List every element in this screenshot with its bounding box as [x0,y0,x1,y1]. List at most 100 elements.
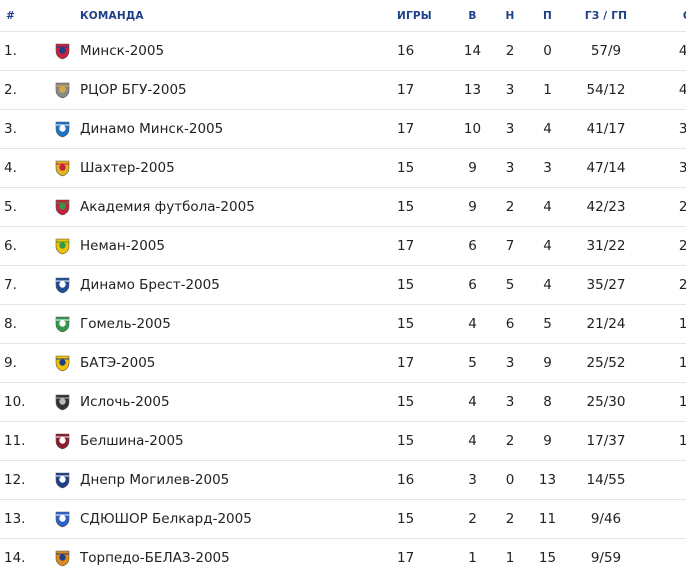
torpedo-belaz-crest-icon[interactable] [54,549,71,567]
row-losses: 1 [527,71,568,110]
row-points: 30 [644,149,686,188]
row-goals: 42/23 [568,188,644,227]
row-losses: 15 [527,539,568,577]
row-position: 11. [0,422,54,461]
header-team[interactable]: КОМАНДА [80,0,397,32]
neman-crest-icon[interactable] [54,237,71,255]
row-games: 17 [397,539,452,577]
rcor-bgu-crest-icon[interactable] [54,81,71,99]
row-wins: 14 [452,32,493,71]
row-points: 14 [644,422,686,461]
bate-crest-icon[interactable] [54,354,71,372]
row-goals: 47/14 [568,149,644,188]
header-wins[interactable]: В [452,0,493,32]
row-goals: 31/22 [568,227,644,266]
dinamo-brest-crest-icon[interactable] [54,276,71,294]
row-goals: 25/52 [568,344,644,383]
header-goals[interactable]: ГЗ / ГП [568,0,644,32]
header-position[interactable]: # [0,0,54,32]
isloch-crest-icon[interactable] [54,393,71,411]
row-games: 15 [397,188,452,227]
row-games: 17 [397,71,452,110]
belkard-crest-icon[interactable] [54,510,71,528]
row-points: 8 [644,500,686,539]
row-goals: 35/27 [568,266,644,305]
shakhter-crest-icon[interactable] [54,159,71,177]
row-wins: 10 [452,110,493,149]
team-name-link[interactable]: Динамо Минск-2005 [80,121,223,137]
row-position: 3. [0,110,54,149]
row-points: 9 [644,461,686,500]
team-name-link[interactable]: Минск-2005 [80,43,164,59]
row-points: 29 [644,188,686,227]
dinamo-minsk-crest-icon[interactable] [54,120,71,138]
gomel-crest-icon[interactable] [54,315,71,333]
header-draws[interactable]: Н [493,0,527,32]
team-name-link[interactable]: БАТЭ-2005 [80,355,155,371]
row-losses: 13 [527,461,568,500]
row-goals: 21/24 [568,305,644,344]
row-goals: 9/59 [568,539,644,577]
row-draws: 6 [493,305,527,344]
row-position: 2. [0,71,54,110]
row-position: 7. [0,266,54,305]
team-name-link[interactable]: Шахтер-2005 [80,160,175,176]
row-wins: 9 [452,149,493,188]
row-points: 44 [644,32,686,71]
row-goals: 41/17 [568,110,644,149]
row-wins: 5 [452,344,493,383]
belshina-crest-icon[interactable] [54,432,71,450]
row-draws: 2 [493,188,527,227]
header-points[interactable]: О [644,0,686,32]
team-name-link[interactable]: Днепр Могилев-2005 [80,472,229,488]
row-games: 15 [397,149,452,188]
dnepr-crest-icon[interactable] [54,471,71,489]
row-position: 8. [0,305,54,344]
row-draws: 7 [493,227,527,266]
row-wins: 6 [452,227,493,266]
row-points: 42 [644,71,686,110]
team-name-link[interactable]: Неман-2005 [80,238,165,254]
row-draws: 3 [493,383,527,422]
header-games[interactable]: ИГРЫ [397,0,452,32]
row-losses: 4 [527,227,568,266]
row-draws: 2 [493,422,527,461]
team-name-link[interactable]: Ислочь-2005 [80,394,170,410]
row-losses: 4 [527,110,568,149]
row-losses: 0 [527,32,568,71]
team-name-link[interactable]: Академия футбола-2005 [80,199,255,215]
team-name-link[interactable]: СДЮШОР Белкард-2005 [80,511,252,527]
row-position: 12. [0,461,54,500]
row-wins: 4 [452,422,493,461]
team-name-link[interactable]: Белшина-2005 [80,433,184,449]
row-position: 14. [0,539,54,577]
team-name-link[interactable]: Гомель-2005 [80,316,171,332]
academy-crest-icon[interactable] [54,198,71,216]
row-goals: 57/9 [568,32,644,71]
row-draws: 1 [493,539,527,577]
row-draws: 2 [493,500,527,539]
row-points: 23 [644,266,686,305]
row-position: 6. [0,227,54,266]
team-name-link[interactable]: Торпедо-БЕЛАЗ-2005 [80,550,230,566]
minsk-crest-icon[interactable] [54,42,71,60]
team-name-link[interactable]: Динамо Брест-2005 [80,277,220,293]
team-name-link[interactable]: РЦОР БГУ-2005 [80,82,187,98]
row-draws: 3 [493,344,527,383]
header-losses[interactable]: П [527,0,568,32]
